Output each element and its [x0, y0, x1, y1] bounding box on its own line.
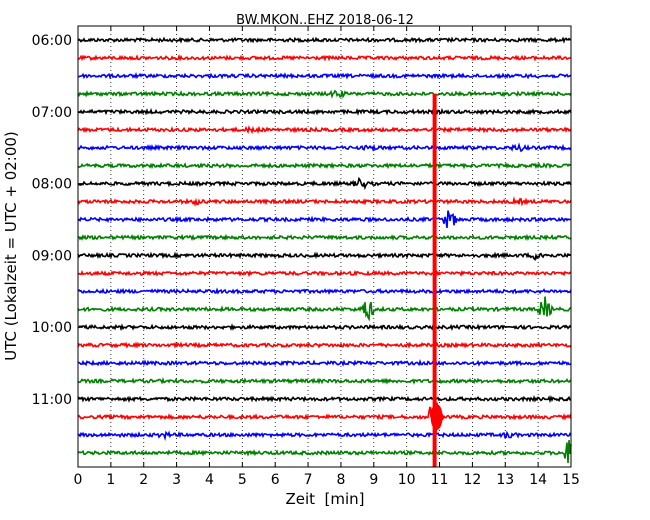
- x-tick-label: 15: [562, 472, 580, 488]
- y-tick-label: 08:00: [32, 177, 72, 193]
- seismogram-trace: [77, 359, 572, 367]
- x-tick-label: 12: [463, 472, 481, 488]
- chart-title: BW.MKON..EHZ 2018-06-12: [236, 13, 414, 28]
- seismogram-trace: [77, 341, 572, 349]
- seismogram-trace: [77, 176, 572, 191]
- y-tick-label: 09:00: [32, 248, 72, 264]
- seismogram-trace: [77, 323, 572, 332]
- seismogram-trace: [77, 287, 572, 295]
- seismogram-trace: [77, 210, 572, 229]
- y-tick-label: 10:00: [32, 320, 72, 336]
- grid-lines: [110, 26, 539, 467]
- y-axis-ticks: 06:00 07:00 08:00 09:00 10:00 11:00: [32, 33, 571, 408]
- seismogram-trace: [77, 296, 571, 322]
- seismogram-trace: [77, 233, 572, 242]
- large-event-spike: [432, 93, 437, 467]
- x-tick-label: 11: [431, 472, 449, 488]
- seismogram-trace: [77, 53, 572, 62]
- x-tick-label: 3: [172, 472, 181, 488]
- seismogram-trace: [77, 269, 572, 278]
- x-tick-label: 6: [271, 472, 280, 488]
- seismogram-trace: [77, 142, 572, 153]
- seismogram-trace: [77, 72, 572, 80]
- plot-frame: [77, 25, 572, 468]
- x-tick-label: 8: [336, 472, 345, 488]
- seismogram-trace: [77, 89, 572, 99]
- seismogram-trace: [77, 394, 572, 404]
- y-axis-label: UTC (Lokalzeit = UTC + 02:00): [2, 131, 20, 361]
- x-tick-label: 13: [496, 472, 514, 488]
- seismogram-trace: [77, 376, 572, 385]
- y-tick-label: 11:00: [32, 392, 72, 408]
- x-axis-ticks: 0 1 2 3 4 5 6 7 8 9 10 11 12 13 14 15: [74, 26, 580, 488]
- x-tick-label: 1: [106, 472, 115, 488]
- seismogram-trace: [77, 402, 572, 435]
- seismogram-trace: [77, 251, 572, 261]
- seismogram-trace: [77, 196, 572, 207]
- y-tick-label: 06:00: [32, 33, 72, 49]
- y-tick-label: 07:00: [32, 105, 72, 121]
- x-tick-label: 2: [139, 472, 148, 488]
- trace-group: [77, 36, 572, 464]
- x-tick-label: 10: [398, 472, 416, 488]
- x-tick-label: 5: [238, 472, 247, 488]
- seismogram-trace: [77, 161, 572, 170]
- seismogram-trace: [77, 107, 572, 116]
- seismogram-trace: [77, 440, 572, 464]
- large-event-burst: [430, 403, 443, 430]
- x-tick-label: 14: [529, 472, 547, 488]
- seismogram-trace: [77, 36, 572, 44]
- x-tick-label: 7: [304, 472, 313, 488]
- x-tick-label: 0: [74, 472, 83, 488]
- large-event-group: [430, 93, 443, 467]
- seismogram-trace: [77, 125, 572, 135]
- seismogram-trace: [77, 430, 572, 442]
- x-tick-label: 9: [369, 472, 378, 488]
- x-axis-label: Zeit [min]: [285, 490, 364, 508]
- x-tick-label: 4: [205, 472, 214, 488]
